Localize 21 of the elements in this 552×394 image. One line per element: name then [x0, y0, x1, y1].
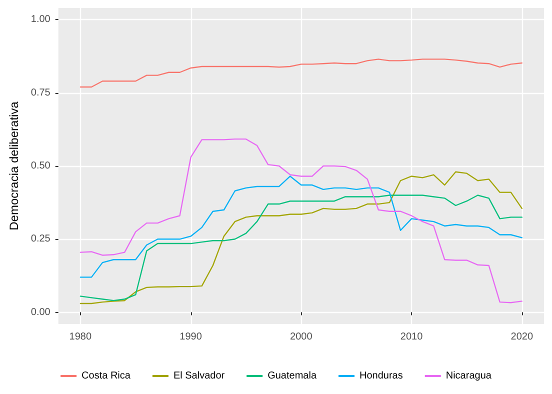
y-tick-label: 0.50: [30, 160, 51, 172]
legend-label: Honduras: [360, 370, 403, 382]
legend-label: Guatemala: [268, 370, 317, 382]
line-series: [80, 171, 523, 304]
legend-label: Nicaragua: [446, 370, 492, 382]
line-series: [80, 176, 523, 278]
y-tick-label: 0.25: [30, 234, 51, 245]
y-tick-label: 0.75: [30, 87, 51, 98]
x-tick-label: 1990: [180, 332, 202, 342]
y-axis-title: Democracia deliberativa: [7, 101, 21, 230]
legend-label: El Salvador: [173, 370, 226, 382]
line-series: [80, 194, 523, 302]
line-series: [80, 58, 523, 88]
y-tick-label: 0.00: [30, 306, 51, 318]
y-tick-label: 1.00: [30, 14, 51, 26]
x-tick-label: 2010: [400, 332, 424, 342]
x-tick-label: 2000: [290, 332, 313, 342]
legend-label: Costa Rica: [82, 370, 131, 382]
x-tick-label: 2020: [510, 332, 534, 342]
line-series: [80, 138, 523, 304]
x-tick-label: 1980: [69, 332, 92, 342]
